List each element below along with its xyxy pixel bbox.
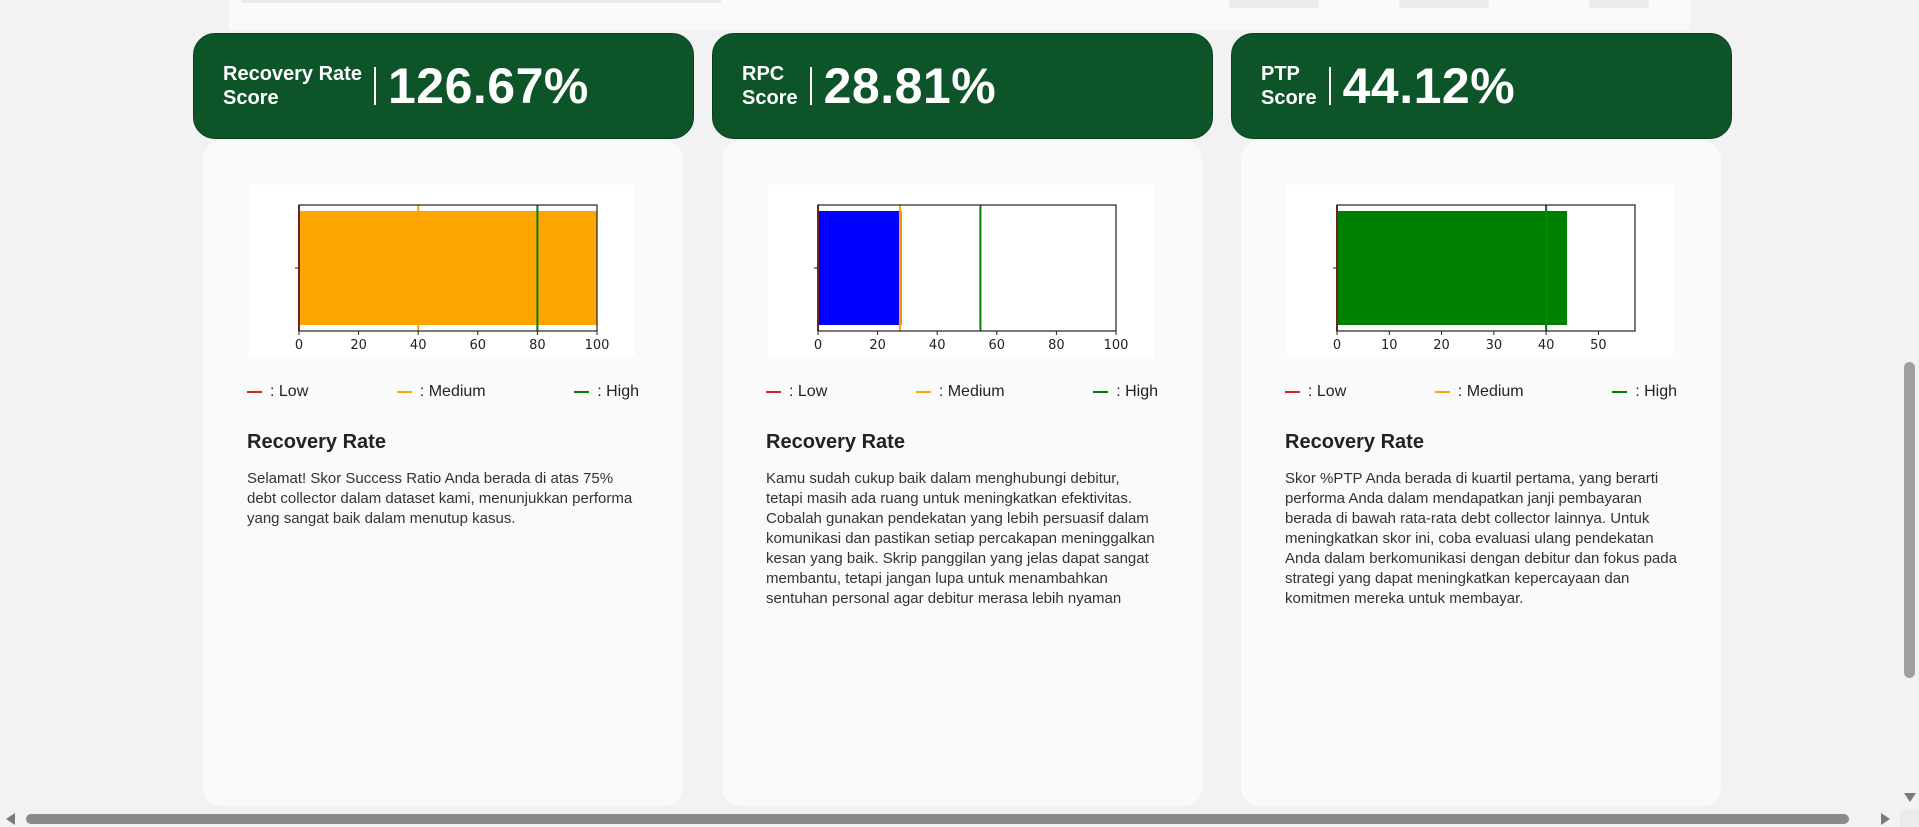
previous-section-remnant <box>229 0 1690 30</box>
score-value: 28.81% <box>823 58 997 114</box>
legend-high-label: : High <box>1635 383 1677 400</box>
legend-medium-label: : Medium <box>419 383 486 400</box>
legend-low-label: : Low <box>1308 383 1347 400</box>
legend-medium-label: : Medium <box>938 383 1005 400</box>
chart-legend: : Low : Medium : High <box>247 381 639 403</box>
legend-medium-swatch <box>396 391 412 393</box>
legend-high: : High <box>1612 383 1677 401</box>
legend-low: : Low <box>1285 383 1346 401</box>
x-tick-label: 20 <box>869 338 886 353</box>
score-bar <box>1337 211 1568 325</box>
vertical-scrollbar[interactable] <box>1900 0 1919 810</box>
x-tick-label: 60 <box>989 338 1006 353</box>
score-header-rpc: RPC Score 28.81% <box>712 33 1213 139</box>
x-tick-label: 100 <box>585 338 610 353</box>
legend-low-label: : Low <box>270 383 309 400</box>
x-tick-label: 80 <box>529 338 546 353</box>
legend-high-label: : High <box>1116 383 1158 400</box>
vertical-scrollbar-thumb[interactable] <box>1904 362 1915 678</box>
gauge-chart-ptp: 0 10 20 30 40 50 <box>1287 185 1673 357</box>
x-tick-label: 0 <box>814 338 822 353</box>
score-value: 44.12% <box>1342 58 1516 114</box>
legend-low-label: : Low <box>789 383 828 400</box>
legend-medium-swatch <box>915 391 931 393</box>
chart-svg: 0 20 40 60 80 100 <box>249 185 635 357</box>
chart-svg: 0 20 40 60 80 100 <box>768 185 1154 357</box>
score-card-recovery-rate: 0 20 40 60 80 100 : Low : Medium : High Recov… <box>203 141 683 806</box>
x-tick-label: 20 <box>350 338 367 353</box>
x-tick-label: 80 <box>1048 338 1065 353</box>
legend-low: : Low <box>247 383 308 401</box>
cut-off-text <box>1399 0 1489 8</box>
horizontal-scrollbar-thumb[interactable] <box>26 814 1849 824</box>
x-tick-label: 60 <box>470 338 487 353</box>
legend-low: : Low <box>766 383 827 401</box>
legend-medium: : Medium <box>396 383 486 401</box>
score-header-recovery-rate: Recovery Rate Score 126.67% <box>193 33 694 139</box>
header-divider <box>1328 67 1331 105</box>
x-tick-label: 50 <box>1590 338 1607 353</box>
legend-medium: : Medium <box>1434 383 1524 401</box>
legend-low-swatch <box>766 391 781 393</box>
x-tick-label: 40 <box>929 338 946 353</box>
x-tick-label: 30 <box>1486 338 1503 353</box>
legend-high-swatch <box>574 391 590 393</box>
header-divider <box>373 67 376 105</box>
legend-low-swatch <box>1285 391 1300 393</box>
score-value: 126.67% <box>387 58 589 114</box>
legend-high: : High <box>574 383 639 401</box>
scroll-right-arrow-icon[interactable] <box>1881 813 1890 825</box>
x-tick-label: 0 <box>295 338 303 353</box>
x-tick-label: 100 <box>1104 338 1129 353</box>
x-tick-label: 0 <box>1333 338 1341 353</box>
card-description: Kamu sudah cukup baik dalam menghubungi … <box>766 470 1155 607</box>
gauge-chart-recovery-rate: 0 20 40 60 80 100 <box>249 185 635 357</box>
scrollbar-corner <box>1900 810 1919 827</box>
cut-off-text <box>1589 0 1649 8</box>
score-header-ptp: PTP Score 44.12% <box>1231 33 1732 139</box>
x-tick-label: 20 <box>1433 338 1450 353</box>
legend-medium-swatch <box>1434 391 1450 393</box>
chart-svg: 0 10 20 30 40 50 <box>1287 185 1673 357</box>
chart-legend: : Low : Medium : High <box>1285 381 1677 403</box>
card-description: Skor %PTP Anda berada di kuartil pertama… <box>1285 470 1677 607</box>
legend-high: : High <box>1093 383 1158 401</box>
score-label: RPC Score <box>742 63 798 109</box>
scroll-left-arrow-icon[interactable] <box>6 813 15 825</box>
legend-high-label: : High <box>597 383 639 400</box>
gauge-chart-rpc: 0 20 40 60 80 100 <box>768 185 1154 357</box>
legend-high-swatch <box>1093 391 1109 393</box>
card-title: Recovery Rate <box>247 431 386 453</box>
score-label: Recovery Rate Score <box>223 63 362 109</box>
score-card-rpc: 0 20 40 60 80 100 : Low : Medium : High Recov… <box>722 141 1202 806</box>
legend-medium: : Medium <box>915 383 1005 401</box>
score-bar <box>818 211 902 325</box>
x-tick-label: 40 <box>410 338 427 353</box>
score-card-ptp: 0 10 20 30 40 50 : Low : Medium : High Recove… <box>1241 141 1721 806</box>
x-tick-label: 10 <box>1381 338 1398 353</box>
card-title: Recovery Rate <box>766 431 905 453</box>
legend-low-swatch <box>247 391 262 393</box>
legend-medium-label: : Medium <box>1457 383 1524 400</box>
score-label: PTP Score <box>1261 63 1317 109</box>
card-description: Selamat! Skor Success Ratio Anda berada … <box>247 470 633 527</box>
x-tick-label: 40 <box>1538 338 1555 353</box>
card-title: Recovery Rate <box>1285 431 1424 453</box>
chart-legend: : Low : Medium : High <box>766 381 1158 403</box>
horizontal-scrollbar[interactable] <box>0 810 1900 827</box>
scroll-down-arrow-icon[interactable] <box>1904 793 1916 802</box>
divider <box>241 0 721 3</box>
header-divider <box>809 67 812 105</box>
cut-off-text <box>1229 0 1319 8</box>
score-bar <box>299 211 597 325</box>
legend-high-swatch <box>1612 391 1628 393</box>
